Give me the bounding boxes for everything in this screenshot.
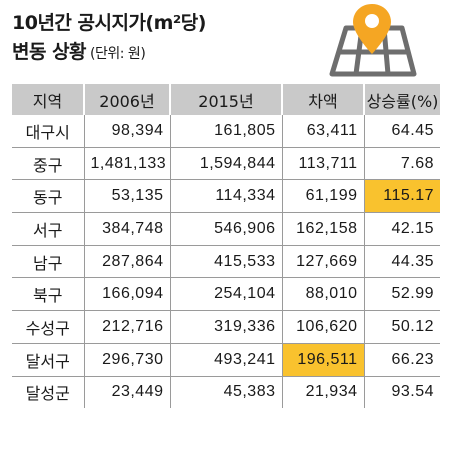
column-header: 차액 — [281, 84, 364, 115]
value-cell: 319,336 — [169, 310, 282, 344]
value-cell: 98,394 — [83, 115, 170, 148]
table-row: 동구 53,135 114,334 61,199 115.17 — [12, 179, 440, 214]
value-cell: 23,449 — [83, 376, 170, 409]
value-cell: 113,711 — [281, 147, 364, 181]
value-cell: 161,805 — [169, 115, 282, 148]
region-cell: 남구 — [12, 245, 84, 279]
value-cell: 64.45 — [363, 115, 440, 148]
region-cell: 동구 — [12, 179, 84, 214]
value-cell: 106,620 — [281, 310, 364, 344]
region-cell: 대구시 — [12, 115, 84, 148]
table-row: 남구 287,864 415,533 127,669 44.35 — [12, 245, 440, 279]
value-cell: 166,094 — [83, 277, 170, 312]
column-header: 상승률(%) — [363, 84, 440, 115]
map-location-pin-icon — [329, 4, 417, 77]
region-cell: 달성군 — [25, 384, 70, 404]
value-cell: 45,383 — [169, 376, 282, 409]
value-cell: 88,010 — [281, 277, 364, 312]
value-cell: 1,594,844 — [169, 147, 282, 181]
subtitle-text: 변동 상황 — [12, 41, 87, 63]
chart-subtitle: 변동 상황 (단위: 원) — [12, 37, 146, 64]
column-header: 지역 — [12, 84, 84, 115]
table-row: 중구 1,481,133 1,594,844 113,711 7.68 — [12, 147, 440, 181]
table-row: 대구시 98,394 161,805 63,411 64.45 — [12, 115, 440, 148]
value-cell: 93.54 — [363, 376, 440, 409]
value-cell: 52.99 — [363, 277, 440, 312]
value-cell: 162,158 — [281, 212, 364, 246]
region-cell: 북구 — [12, 277, 84, 312]
value-cell: 50.12 — [363, 310, 440, 344]
column-header: 2015년 — [169, 84, 282, 115]
region-cell: 수성구 — [12, 310, 84, 344]
table-row: 달서구 296,730 493,241 196,511 66.23 — [12, 343, 440, 377]
land-price-table: 지역 2006년 2015년 차액 상승률(%) 대구시 98,394 161,805 63,… — [12, 84, 440, 409]
region-cell: 중구 — [12, 147, 84, 181]
value-cell: 63,411 — [281, 115, 364, 148]
value-cell: 196,511 — [281, 343, 364, 377]
value-cell: 66.23 — [363, 343, 440, 377]
value-cell: 493,241 — [169, 343, 282, 377]
unit-label: (단위: 원) — [90, 46, 146, 62]
value-cell: 7.68 — [363, 147, 440, 181]
value-cell: 53,135 — [83, 179, 170, 214]
table-row: 달성군 23,449 45,383 21,934 93.54 — [12, 376, 440, 409]
value-cell: 254,104 — [169, 277, 282, 312]
value-cell: 114,334 — [169, 179, 282, 214]
region-cell: 서구 — [12, 212, 84, 246]
chart-title: 10년간 공시지가(m²당) — [12, 12, 206, 34]
table-row: 수성구 212,716 319,336 106,620 50.12 — [12, 310, 440, 344]
column-header: 2006년 — [83, 84, 170, 115]
value-cell: 546,906 — [169, 212, 282, 246]
table-row: 북구 166,094 254,104 88,010 52.99 — [12, 277, 440, 312]
value-cell: 115.17 — [363, 179, 440, 214]
value-cell: 61,199 — [281, 179, 364, 214]
value-cell: 296,730 — [83, 343, 170, 377]
value-cell: 42.15 — [363, 212, 440, 246]
value-cell: 1,481,133 — [83, 147, 170, 181]
value-cell: 127,669 — [281, 245, 364, 279]
region-cell: 달서구 — [12, 343, 84, 377]
value-cell: 415,533 — [169, 245, 282, 279]
value-cell: 212,716 — [83, 310, 170, 344]
value-cell: 21,934 — [281, 376, 364, 409]
table-row: 서구 384,748 546,906 162,158 42.15 — [12, 212, 440, 246]
value-cell: 44.35 — [363, 245, 440, 279]
value-cell: 287,864 — [83, 245, 170, 279]
value-cell: 384,748 — [83, 212, 170, 246]
